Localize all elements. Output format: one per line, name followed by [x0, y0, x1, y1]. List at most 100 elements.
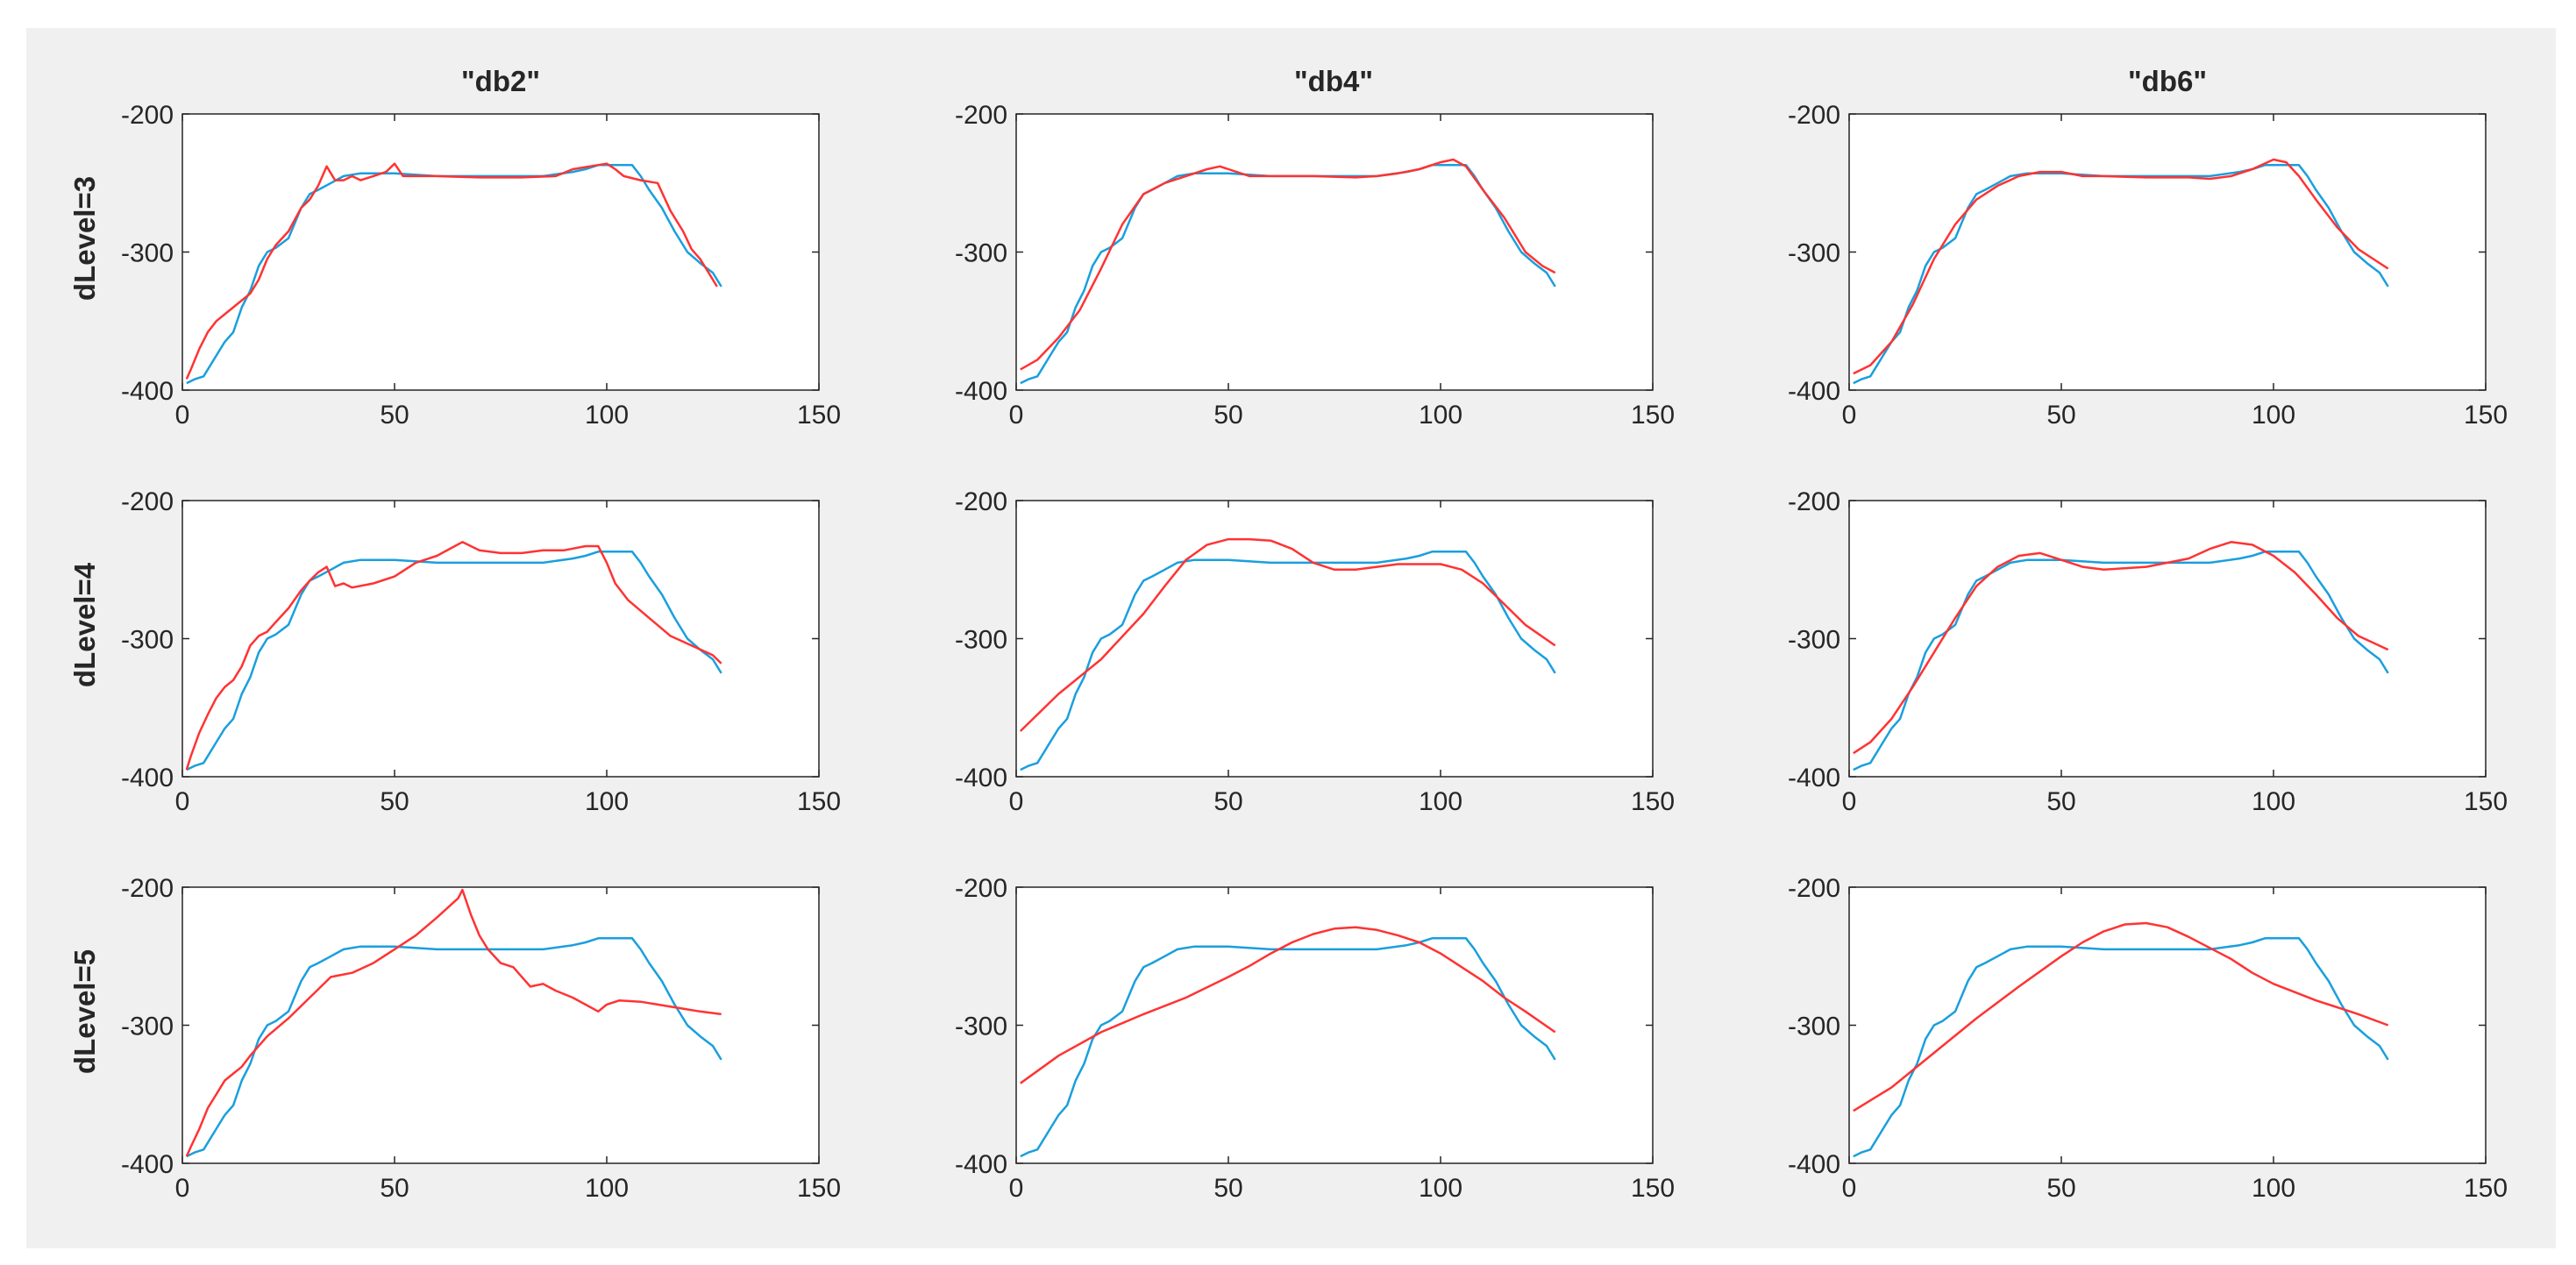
x-tick-label: 50	[2046, 1174, 2075, 1203]
x-tick-label: 150	[797, 401, 841, 430]
x-tick-label: 150	[1631, 401, 1675, 430]
x-tick-label: 0	[1009, 1174, 1024, 1203]
x-tick-label: 150	[1631, 787, 1675, 816]
axes-box	[181, 886, 820, 1164]
x-tick-label: 0	[175, 1174, 190, 1203]
series-line-original	[1020, 937, 1556, 1158]
x-tick-label: 0	[175, 401, 190, 430]
axes-box	[181, 500, 820, 778]
x-tick-label: 100	[585, 401, 629, 430]
y-tick-label: -400	[955, 377, 1007, 406]
y-tick-label: -400	[1788, 764, 1840, 792]
x-tick-label: 50	[380, 787, 409, 816]
x-tick-label: 50	[2046, 787, 2075, 816]
y-tick-label: -300	[121, 1013, 174, 1041]
axes-box	[1848, 113, 2487, 391]
x-tick-label: 150	[2464, 787, 2508, 816]
column-title-db2: "db2"	[461, 65, 540, 97]
x-tick-label: 50	[380, 1174, 409, 1203]
y-tick-label: -300	[955, 1013, 1007, 1041]
y-tick-label: -200	[1788, 874, 1840, 903]
row-label-dlevel-3: dLevel=3	[68, 176, 101, 301]
x-tick-label: 0	[1842, 787, 1857, 816]
x-tick-label: 100	[2252, 787, 2295, 816]
series-line-reconstruction	[185, 888, 722, 1157]
x-tick-label: 50	[1213, 1174, 1242, 1203]
x-tick-label: 0	[1842, 1174, 1857, 1203]
series-line-original	[186, 551, 722, 771]
y-tick-label: -300	[121, 626, 174, 655]
x-tick-label: 50	[1213, 401, 1242, 430]
y-tick-label: -200	[955, 874, 1007, 903]
x-tick-label: 100	[2252, 1174, 2295, 1203]
subplot-1-3: 0 50 100 150 -400 -300 -200	[1788, 101, 2508, 430]
y-tick-label: -400	[121, 764, 174, 792]
y-tick-label: -400	[121, 377, 174, 406]
subplot-3-1: 0 50 100 150 -400 -300 -200	[121, 874, 841, 1203]
x-tick-label: 50	[2046, 401, 2075, 430]
series-line-original	[1020, 551, 1556, 771]
series-line-reconstruction	[185, 162, 718, 380]
series-line-original	[1853, 164, 2389, 385]
y-tick-label: -400	[1788, 1150, 1840, 1179]
y-tick-label: -300	[1788, 626, 1840, 655]
y-tick-label: -300	[955, 626, 1007, 655]
y-tick-label: -200	[955, 487, 1007, 516]
y-tick-label: -200	[121, 874, 174, 903]
series-line-original	[186, 164, 722, 385]
x-tick-label: 100	[1419, 401, 1462, 430]
axes-box	[1848, 500, 2487, 778]
series-line-reconstruction	[1853, 541, 2389, 755]
x-tick-label: 100	[1419, 787, 1462, 816]
subplot-2-1: 0 50 100 150 -400 -300 -200	[121, 487, 841, 816]
y-tick-label: -400	[1788, 377, 1840, 406]
x-tick-label: 100	[585, 1174, 629, 1203]
y-tick-label: -300	[121, 239, 174, 268]
subplot-grid: "db2" "db4" "db6" dLevel=3 dLevel=4 dLev…	[68, 65, 2508, 1203]
y-tick-label: -400	[121, 1150, 174, 1179]
series-line-reconstruction	[1020, 926, 1556, 1084]
series-line-original	[1853, 937, 2389, 1158]
axes-box	[1848, 886, 2487, 1164]
figure-window: "db2" "db4" "db6" dLevel=3 dLevel=4 dLev…	[26, 28, 2556, 1248]
y-tick-label: -300	[1788, 1013, 1840, 1041]
x-tick-label: 150	[797, 787, 841, 816]
y-tick-label: -400	[955, 764, 1007, 792]
row-label-dlevel-5: dLevel=5	[68, 949, 101, 1074]
y-tick-label: -300	[955, 239, 1007, 268]
x-tick-label: 0	[1009, 787, 1024, 816]
subplot-2-3: 0 50 100 150 -400 -300 -200	[1788, 487, 2508, 816]
y-tick-label: -400	[955, 1150, 1007, 1179]
axes-box	[1015, 500, 1654, 778]
y-tick-label: -300	[1788, 239, 1840, 268]
y-tick-label: -200	[1788, 101, 1840, 130]
row-label-dlevel-4: dLevel=4	[68, 562, 101, 687]
axes-box	[1015, 113, 1654, 391]
x-tick-label: 0	[1842, 401, 1857, 430]
x-tick-label: 0	[175, 787, 190, 816]
y-tick-label: -200	[955, 101, 1007, 130]
x-tick-label: 0	[1009, 401, 1024, 430]
x-tick-label: 150	[2464, 1174, 2508, 1203]
y-tick-label: -200	[121, 101, 174, 130]
subplot-2-2: 0 50 100 150 -400 -300 -200	[955, 487, 1675, 816]
x-tick-label: 100	[585, 787, 629, 816]
x-tick-label: 150	[797, 1174, 841, 1203]
x-tick-label: 150	[1631, 1174, 1675, 1203]
x-tick-label: 150	[2464, 401, 2508, 430]
subplot-1-1: 0 50 100 150 -400 -300 -200	[121, 101, 841, 430]
series-line-reconstruction	[185, 541, 722, 771]
series-line-reconstruction	[1853, 158, 2389, 375]
subplot-3-2: 0 50 100 150 -400 -300 -200	[955, 874, 1675, 1203]
column-title-db4: "db4"	[1294, 65, 1373, 97]
x-tick-label: 50	[1213, 787, 1242, 816]
subplot-3-3: 0 50 100 150 -400 -300 -200	[1788, 874, 2508, 1203]
subplots: 0 50 100 150 -400 -300 -200 0 50 100 150 -400 -300 -2…	[121, 101, 2508, 1203]
axes-box	[181, 113, 820, 391]
y-tick-label: -200	[121, 487, 174, 516]
subplot-1-2: 0 50 100 150 -400 -300 -200	[955, 101, 1675, 430]
series-line-reconstruction	[1020, 158, 1556, 371]
series-line-reconstruction	[1853, 921, 2389, 1112]
series-line-reconstruction	[1019, 537, 1556, 732]
x-tick-label: 100	[1419, 1174, 1462, 1203]
